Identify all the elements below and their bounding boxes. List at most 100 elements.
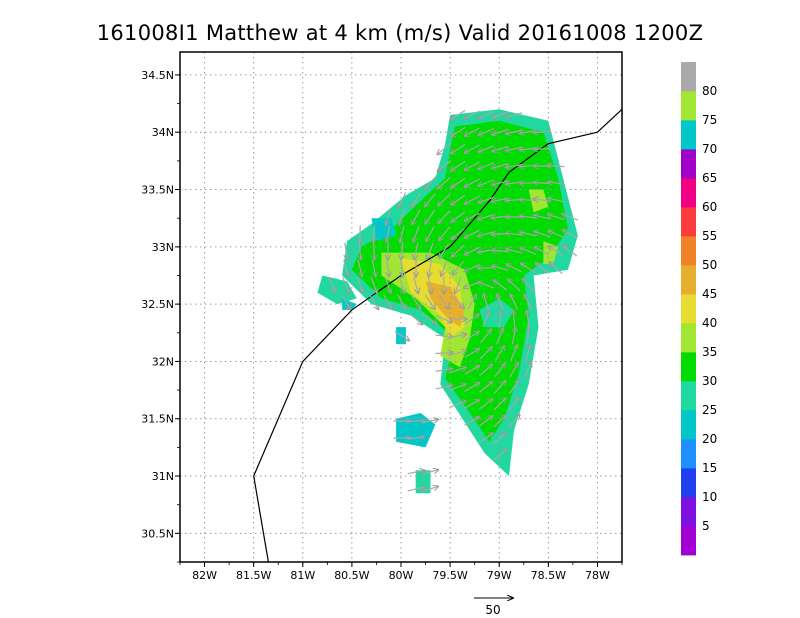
wind-vector-63 (548, 214, 565, 221)
shaded-region-12 (396, 413, 436, 448)
wind-vector-39 (398, 192, 407, 207)
y-tick-label-7: 34N (152, 126, 174, 139)
wind-vector-56 (451, 211, 466, 222)
wind-vector-120 (413, 276, 418, 293)
wind-vector-106 (453, 261, 464, 275)
wind-vector-134 (424, 294, 435, 309)
wind-vector-127 (508, 279, 521, 292)
wind-vector-55 (438, 210, 451, 223)
y-tick-label-2: 31.5N (141, 413, 174, 426)
wind-vector-196 (407, 470, 425, 475)
wind-vector-189 (493, 415, 506, 428)
wind-vector-96 (549, 246, 564, 257)
wind-vector-111 (521, 263, 536, 274)
colorbar-label-35: 35 (702, 345, 717, 359)
colorbar-label-50: 50 (702, 258, 717, 272)
colorbar-label-30: 30 (702, 374, 717, 388)
x-tick-label-2: 81W (290, 569, 315, 582)
wind-vector-142 (409, 313, 423, 325)
wind-vector-82 (359, 242, 361, 260)
colorbar-swatch-14 (681, 120, 696, 150)
wind-vector-143 (422, 313, 437, 323)
wind-vector-117 (370, 276, 377, 293)
wind-vector-51 (386, 208, 391, 225)
wind-vector-29 (424, 176, 437, 190)
wind-vector-87 (427, 242, 434, 259)
x-tick-label-7: 78.5W (531, 569, 566, 582)
wind-vector-5 (451, 126, 466, 136)
wind-vector-172 (524, 362, 531, 379)
wind-vector-112 (535, 263, 550, 274)
wind-vector-105 (441, 259, 448, 276)
colorbar-swatch-9 (681, 265, 696, 295)
wind-vector-157 (511, 328, 515, 345)
wind-vector-198 (407, 487, 425, 492)
x-tick-label-8: 78W (585, 569, 610, 582)
wind-vector-197 (421, 470, 438, 475)
wind-vector-31 (451, 177, 466, 188)
wind-vector-20 (438, 160, 451, 172)
wind-vector-42 (438, 193, 451, 206)
colorbar-swatch-16 (681, 62, 696, 92)
wind-vector-152 (435, 335, 453, 337)
y-tick-label-6: 33.5N (141, 184, 174, 197)
wind-vector-83 (374, 242, 375, 260)
wind-vector-171 (509, 363, 518, 378)
wind-vector-139 (497, 294, 504, 311)
wind-vector-4 (506, 112, 523, 117)
wind-vector-97 (563, 246, 578, 257)
wind-vector-116 (356, 276, 363, 293)
colorbar-label-60: 60 (702, 200, 717, 214)
wind-vector-73 (464, 229, 480, 238)
reference-vector-label: 50 (485, 603, 500, 617)
wind-vector-81 (345, 242, 347, 260)
wind-vector-86 (414, 242, 419, 260)
wind-vector-167 (449, 367, 466, 374)
wind-vector-19 (534, 149, 551, 150)
wind-vector-153 (449, 334, 467, 339)
x-tick-label-6: 79W (487, 569, 512, 582)
colorbar-swatch-15 (681, 91, 696, 121)
wind-speed-shading (317, 109, 578, 494)
colorbar-swatch-12 (681, 178, 696, 208)
colorbar-label-25: 25 (702, 403, 717, 417)
wind-vector-68 (400, 225, 405, 242)
wind-vector-177 (493, 381, 505, 394)
colorbar-label-80: 80 (702, 84, 717, 98)
wind-vector-164 (510, 345, 517, 362)
colorbar-swatch-8 (681, 294, 696, 324)
wind-vector-192 (407, 437, 425, 439)
colorbar-label-65: 65 (702, 171, 717, 185)
wind-vector-48 (520, 200, 537, 201)
colorbar-label-45: 45 (702, 287, 717, 301)
wind-vector-98 (343, 259, 348, 276)
wind-vector-14 (465, 144, 480, 153)
wind-vector-160 (449, 351, 466, 356)
wind-vector-187 (464, 417, 480, 426)
wind-vector-66 (373, 225, 375, 243)
wind-vector-40 (411, 192, 422, 207)
wind-vector-72 (451, 228, 465, 240)
wind-vector-126 (493, 280, 508, 291)
y-tick-label-4: 32.5N (141, 298, 174, 311)
wind-vector-71 (439, 227, 450, 240)
wind-vector-23 (478, 162, 495, 169)
colorbar-swatch-1 (681, 497, 696, 527)
colorbar-swatch-13 (681, 149, 696, 179)
wind-vector-12 (437, 143, 451, 155)
wind-vector-170 (494, 363, 506, 378)
wind-vector-161 (464, 349, 480, 358)
wind-vector-15 (478, 145, 495, 153)
wind-vector-90 (464, 246, 480, 254)
wind-vector-141 (524, 294, 533, 310)
wind-vector-67 (387, 225, 390, 243)
wind-vector-41 (425, 193, 436, 206)
wind-vector-191 (393, 438, 411, 439)
wind-vector-114 (328, 276, 336, 293)
wind-vector-147 (482, 311, 490, 328)
wind-vector-121 (429, 276, 432, 294)
colorbar-label-70: 70 (702, 142, 717, 156)
wind-vector-169 (479, 364, 493, 377)
wind-vector-182 (493, 398, 506, 411)
wind-vector-180 (464, 400, 480, 409)
